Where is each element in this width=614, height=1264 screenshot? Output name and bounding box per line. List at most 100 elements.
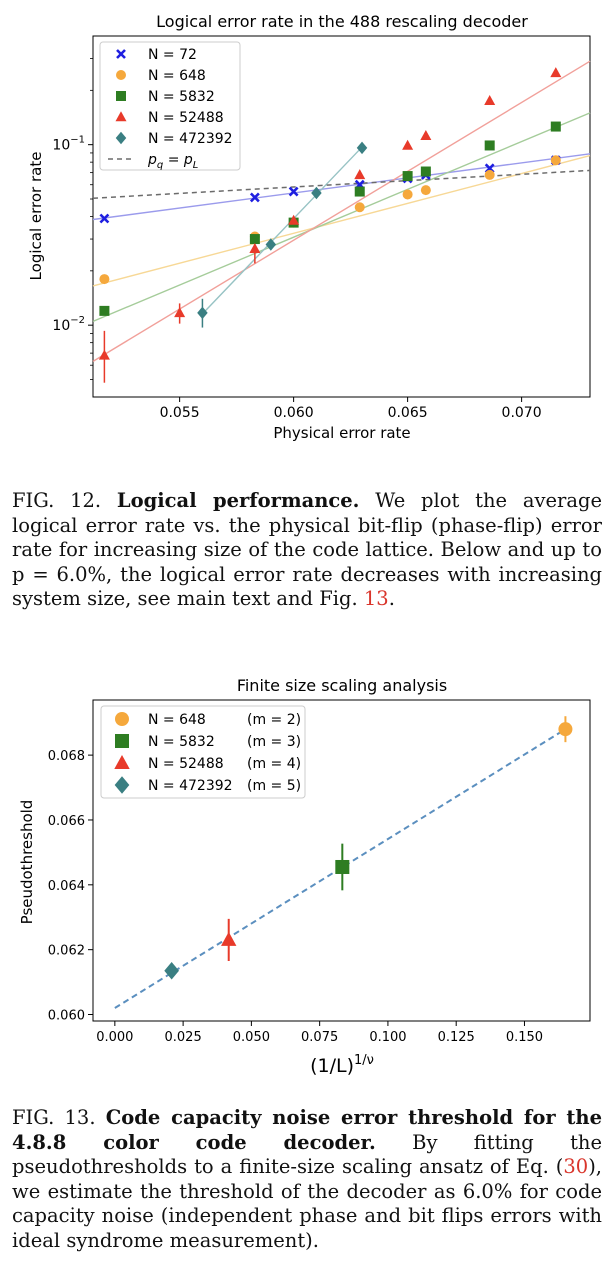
fig13-ref-link[interactable]: 30 [563,1155,589,1178]
chart2-xtick-label-2: 0.050 [233,1030,270,1045]
chart1-point-s2-0 [99,305,110,316]
chart1-legend-marker-4 [115,131,127,145]
chart2-y-ticks: 0.060 0.062 0.064 0.066 0.068 [48,749,93,1024]
chart1-point-s3-2 [249,243,261,254]
chart2-xtick-label-5: 0.125 [438,1030,475,1045]
chart1-legend-marker-3 [115,111,127,122]
fig13-text-b: ), we estimate the threshold of the deco… [12,1155,602,1252]
fig12-text: We plot the average logical error rate v… [12,489,603,610]
chart1-point-s4-0 [197,306,208,320]
chart1-legend-label-0: N = 72 [148,47,197,63]
fig13-bold-title: Code capacity noise error threshold for … [12,1106,602,1154]
chart1-point-s1-3 [354,202,365,213]
chart1-point-s1-5 [420,185,431,196]
chart1-legend-label-4: N = 472392 [148,131,233,147]
chart1-x-label: Physical error rate [273,424,410,442]
chart1-point-s0-2 [288,186,299,197]
chart1-x-ticks: 0.055 0.060 0.065 0.070 [160,397,542,421]
chart2-y-label: Pseudothreshold [18,800,36,925]
fig13-text-a: By fitting the pseudothresholds to a fin… [12,1130,603,1179]
chart1-y-ticks: 10−2 10−1 [52,58,93,380]
chart2-legend-m-0: (m = 2) [247,712,301,728]
chart2-plot-frame [92,699,591,1022]
chart1-point-s2-5 [420,166,431,177]
chart1-fit-line-4 [199,146,363,317]
chart1-xtick-label-2: 0.065 [388,405,428,421]
chart1-legend-marker-2 [116,91,126,101]
chart1-point-s3-5 [402,139,414,150]
chart1-ytick-label-1: 10−1 [52,135,85,154]
chart1-title: Logical error rate in the 488 rescaling … [156,12,528,31]
chart1-point-s1-6 [484,169,495,180]
chart1-point-s2-1 [249,234,260,245]
chart2-legend-m-1: (m = 3) [247,734,301,750]
chart1-legend-label-3: N = 52488 [148,110,224,126]
chart1-point-s0-1 [249,192,260,203]
chart2-ytick-label-2: 0.064 [48,879,85,894]
chart1-point-s3-0 [98,349,110,360]
chart-logical-error-rate: Logical error rate in the 488 rescaling … [27,12,591,442]
chart2-point-1 [335,859,350,874]
chart1-fit-line-0 [92,153,591,221]
chart2-ytick-label-1: 0.062 [48,944,85,959]
chart1-legend-marker-1 [116,70,126,80]
chart2-legend-label-1: N = 5832 [148,734,215,750]
chart2-xtick-label-4: 0.100 [369,1030,406,1045]
chart2-legend-marker-3 [114,776,130,794]
chart1-point-s1-0 [99,274,110,285]
chart2-xtick-label-1: 0.025 [165,1030,202,1045]
chart1-legend-marker-0 [116,49,126,59]
chart2-ytick-label-3: 0.066 [48,814,85,829]
chart1-legend-label-1: N = 648 [148,68,206,84]
chart1-point-s3-4 [354,169,366,180]
fig12-ref-link[interactable]: 13 [363,587,389,610]
fig13-caption: FIG. 13. Code capacity noise error thres… [12,1106,602,1253]
chart2-legend-frame [100,705,306,799]
chart2-title: Finite size scaling analysis [237,676,447,695]
chart1-legend-label-2: N = 5832 [148,89,215,105]
chart1-point-s3-7 [484,95,496,106]
chart1-point-s1-7 [550,155,561,166]
chart1-legend-frame [99,41,241,171]
chart2-legend-label-0: N = 648 [148,712,206,728]
chart2-ytick-label-0: 0.060 [48,1009,85,1024]
chart2-legend: N = 648 (m = 2) N = 5832 (m = 3) N = 52488 (m… [100,705,306,799]
chart2-ytick-label-4: 0.068 [48,749,85,764]
chart1-point-s2-7 [550,121,561,132]
chart1-fit-lines [92,60,591,362]
chart2-x-label: (1/L)1/ν [310,1053,374,1077]
chart1-legend: N = 72 N = 648 N = 5832 N = 52488 N = 472392… [99,41,241,171]
chart2-legend-marker-2 [114,754,130,769]
chart2-legend-m-3: (m = 5) [247,778,301,794]
chart1-ytick-label-0: 10−2 [52,315,85,334]
chart1-fit-line-1 [92,154,591,287]
chart1-point-s4-1 [265,238,277,251]
chart1-fit-line-2 [92,112,591,322]
fig13-label: FIG. 13. [12,1106,96,1129]
chart1-point-s3-8 [550,67,562,78]
chart1-fit-line-3 [92,60,591,362]
chart1-point-s3-6 [420,130,432,141]
chart1-point-s4-2 [311,186,322,200]
chart1-xtick-label-0: 0.055 [160,405,200,421]
fig12-bold-title: Logical performance. [116,489,360,512]
chart1-point-s0-0 [99,213,110,224]
chart2-point-0 [558,722,573,737]
chart2-legend-m-2: (m = 4) [247,756,301,772]
chart2-xtick-label-3: 0.075 [301,1030,338,1045]
chart1-y-label: Logical error rate [27,152,45,281]
chart1-point-s1-4 [402,189,413,200]
chart2-points [164,716,573,980]
chart1-point-s3-3 [288,214,300,225]
chart2-legend-label-2: N = 52488 [148,756,224,772]
chart1-xtick-label-1: 0.060 [274,405,314,421]
chart2-xtick-label-0: 0.000 [96,1030,133,1045]
fig12-end: . [388,587,395,610]
chart1-legend-label-5: pq = pL [147,152,198,171]
chart1-point-s2-3 [354,186,365,197]
chart1-xtick-label-3: 0.070 [502,405,542,421]
chart1-points [98,67,562,383]
chart2-xtick-label-6: 0.150 [506,1030,543,1045]
chart1-fit-line-5 [92,169,591,199]
chart2-point-3 [164,961,179,980]
